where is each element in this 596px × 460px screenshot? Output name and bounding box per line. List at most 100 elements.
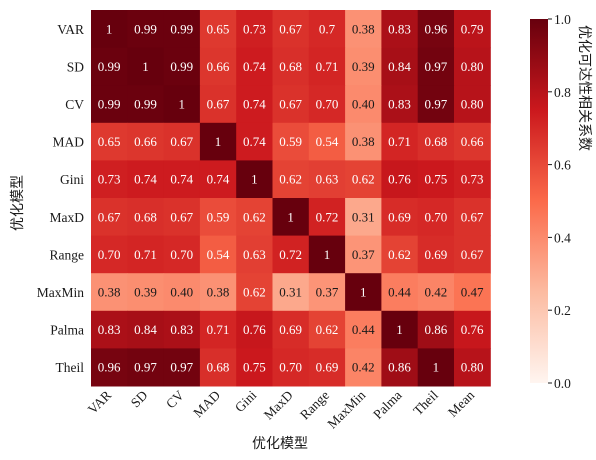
y-tick-label: Theil — [56, 360, 85, 375]
colorbar-title: 优化可达性相关系数 — [576, 25, 592, 151]
heatmap-cell — [345, 122, 382, 161]
heatmap-cell — [454, 10, 491, 49]
cell-value-label: 0.76 — [243, 322, 266, 337]
heatmap-cell — [454, 47, 491, 86]
heatmap-cells — [91, 10, 491, 387]
y-tick-label: Palma — [50, 323, 84, 338]
heatmap-cell — [127, 10, 165, 49]
colorbar-tick-label: 0.8 — [554, 85, 571, 100]
cell-value-label: 0.67 — [461, 247, 484, 262]
cell-value-label: 0.31 — [279, 285, 302, 300]
heatmap-cell — [381, 10, 419, 49]
heatmap-cell-labels: 1 0.99 0.99 0.65 0.73 0.67 0.7 0.38 0.83 0.96 0.79… — [98, 21, 484, 374]
cell-value-label: 0.86 — [388, 360, 411, 375]
cell-value-label: 0.74 — [243, 59, 266, 74]
colorbar-ticks: 0.0 0.2 0.4 0.6 0.8 1.0 — [548, 12, 571, 391]
heatmap-cell — [454, 122, 491, 161]
cell-value-label: 0.66 — [461, 134, 484, 149]
heatmap-cell — [236, 310, 273, 349]
cell-value-label: 1 — [251, 172, 258, 187]
cell-value-label: 0.62 — [316, 322, 339, 337]
heatmap-cell — [345, 198, 382, 237]
cell-value-label: 0.69 — [388, 209, 411, 224]
heatmap-cell — [381, 160, 419, 199]
cell-value-label: 0.80 — [461, 97, 484, 112]
cell-value-label: 0.42 — [424, 285, 447, 300]
cell-value-label: 0.37 — [316, 285, 339, 300]
heatmap-cell — [308, 198, 346, 237]
colorbar-tick-label: 0.6 — [554, 158, 571, 173]
heatmap-cell — [272, 85, 310, 124]
cell-value-label: 0.31 — [352, 209, 375, 224]
cell-value-label: 0.65 — [98, 134, 121, 149]
cell-value-label: 0.71 — [134, 247, 157, 262]
colorbar-tick-label: 0.2 — [554, 303, 571, 318]
cell-value-label: 0.67 — [170, 134, 193, 149]
cell-value-label: 1 — [215, 134, 222, 149]
heatmap-cell — [272, 348, 310, 387]
cell-value-label: 0.44 — [388, 285, 411, 300]
cell-value-label: 0.62 — [352, 172, 375, 187]
cell-value-label: 0.96 — [424, 21, 447, 36]
y-tick-label: VAR — [57, 22, 84, 37]
cell-value-label: 0.99 — [98, 97, 121, 112]
heatmap-cell — [199, 310, 237, 349]
heatmap-cell — [199, 235, 237, 274]
heatmap-cell — [381, 310, 419, 349]
heatmap-cell — [127, 310, 165, 349]
cell-value-label: 0.63 — [316, 172, 339, 187]
heatmap-cell — [417, 235, 455, 274]
cell-value-label: 0.74 — [243, 134, 266, 149]
heatmap-cell — [163, 10, 201, 49]
cell-value-label: 0.42 — [352, 360, 375, 375]
cell-value-label: 0.67 — [207, 97, 230, 112]
cell-value-label: 0.62 — [388, 247, 411, 262]
y-tick-label: Gini — [60, 172, 84, 187]
heatmap-cell — [91, 47, 128, 86]
heatmap-cell — [417, 10, 455, 49]
cell-value-label: 1 — [360, 285, 367, 300]
heatmap-cell — [308, 348, 346, 387]
cell-value-label: 0.83 — [388, 97, 411, 112]
x-tick-label: Mean — [445, 387, 478, 420]
cell-value-label: 0.67 — [461, 209, 484, 224]
heatmap-cell — [163, 310, 201, 349]
heatmap-cell — [272, 122, 310, 161]
colorbar-tick-label: 1.0 — [554, 12, 571, 27]
colorbar-tick-label: 0.0 — [554, 376, 571, 391]
heatmap-cell — [345, 273, 382, 312]
cell-value-label: 0.62 — [243, 285, 266, 300]
cell-value-label: 0.76 — [388, 172, 411, 187]
y-tick-label: SD — [67, 59, 85, 74]
cell-value-label: 0.97 — [170, 360, 193, 375]
cell-value-label: 0.62 — [243, 209, 266, 224]
cell-value-label: 0.80 — [461, 59, 484, 74]
heatmap-cell — [308, 235, 346, 274]
heatmap-cell — [127, 85, 165, 124]
x-tick-label: Palma — [370, 388, 404, 422]
heatmap-cell — [91, 10, 128, 49]
heatmap-cell — [345, 348, 382, 387]
cell-value-label: 0.47 — [461, 285, 484, 300]
cell-value-label: 0.69 — [279, 322, 302, 337]
cell-value-label: 0.63 — [243, 247, 266, 262]
cell-value-label: 0.59 — [279, 134, 302, 149]
heatmap-cell — [91, 198, 128, 237]
heatmap-cell — [308, 85, 346, 124]
x-tick-label: Gini — [232, 387, 260, 415]
cell-value-label: 0.62 — [279, 172, 302, 187]
y-tick-label: Range — [50, 247, 85, 262]
cell-value-label: 0.83 — [98, 322, 121, 337]
cell-value-label: 0.65 — [207, 21, 230, 36]
cell-value-label: 0.66 — [134, 134, 157, 149]
heatmap-cell — [417, 122, 455, 161]
heatmap-cell — [127, 348, 165, 387]
heatmap-cell — [381, 198, 419, 237]
cell-value-label: 1 — [106, 21, 113, 36]
cell-value-label: 0.68 — [207, 360, 230, 375]
cell-value-label: 0.72 — [279, 247, 302, 262]
x-tick-label: SD — [128, 387, 151, 410]
heatmap-cell — [199, 160, 237, 199]
